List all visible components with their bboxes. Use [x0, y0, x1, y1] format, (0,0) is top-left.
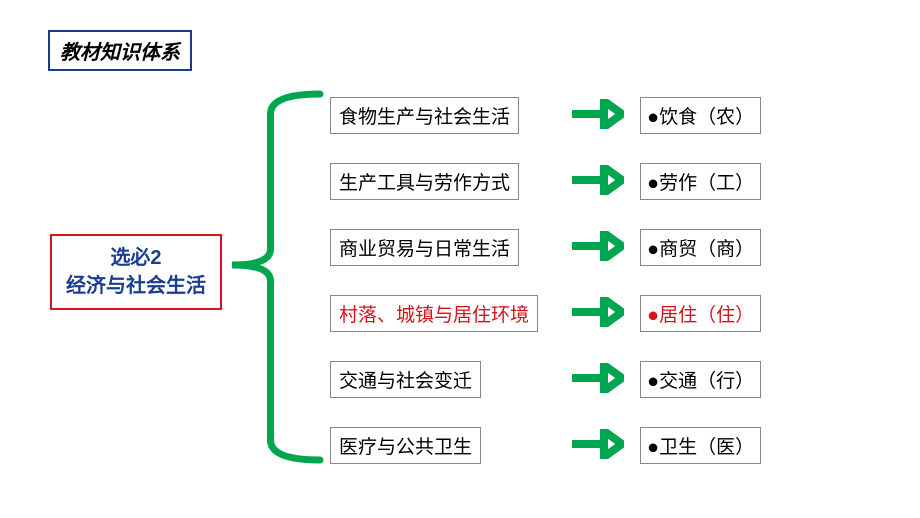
bullet-icon: ● [647, 370, 659, 392]
arrow-icon-5 [570, 429, 624, 464]
root-line2: 经济与社会生活 [66, 272, 206, 300]
arrow-icon-0 [570, 99, 624, 134]
brace-bracket [230, 90, 340, 464]
root-line1: 选必2 [66, 244, 206, 272]
arrow-icon-4 [570, 363, 624, 398]
root-node-box: 选必2 经济与社会生活 [50, 234, 222, 310]
right-box-0: ●饮食（农） [640, 97, 761, 134]
right-box-5: ●卫生（医） [640, 427, 761, 464]
bullet-icon: ● [647, 436, 659, 458]
arrow-icon-3 [570, 297, 624, 332]
middle-box-5: 医疗与公共卫生 [330, 427, 481, 464]
bullet-icon: ● [647, 172, 659, 194]
bullet-icon: ● [647, 106, 659, 128]
right-box-3: ●居住（住） [640, 295, 761, 332]
middle-box-2: 商业贸易与日常生活 [330, 229, 519, 266]
middle-box-0: 食物生产与社会生活 [330, 97, 519, 134]
middle-box-3: 村落、城镇与居住环境 [330, 295, 538, 332]
right-box-1: ●劳作（工） [640, 163, 761, 200]
middle-box-1: 生产工具与劳作方式 [330, 163, 519, 200]
arrow-icon-1 [570, 165, 624, 200]
middle-box-4: 交通与社会变迁 [330, 361, 481, 398]
bullet-icon: ● [647, 238, 659, 260]
right-box-2: ●商贸（商） [640, 229, 761, 266]
bullet-icon: ● [647, 304, 659, 326]
header-title-box: 教材知识体系 [48, 30, 192, 71]
header-title-text: 教材知识体系 [60, 42, 180, 64]
arrow-icon-2 [570, 231, 624, 266]
right-box-4: ●交通（行） [640, 361, 761, 398]
